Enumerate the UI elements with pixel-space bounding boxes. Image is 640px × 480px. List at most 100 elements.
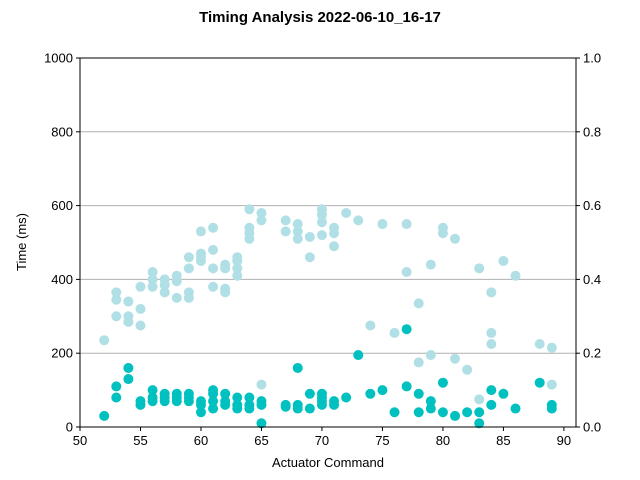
- data-point: [450, 410, 461, 421]
- data-point: [256, 418, 267, 429]
- data-point: [462, 364, 473, 375]
- data-point: [316, 399, 327, 410]
- data-point: [353, 215, 364, 226]
- y2-tick-label: 0.2: [583, 346, 601, 361]
- data-point: [425, 259, 436, 270]
- data-point: [546, 342, 557, 353]
- data-point: [208, 263, 219, 274]
- data-point: [365, 320, 376, 331]
- data-point: [329, 228, 340, 239]
- data-point: [280, 215, 291, 226]
- x-tick-label: 75: [375, 433, 389, 448]
- data-point: [135, 399, 146, 410]
- points-layer: [99, 204, 557, 429]
- data-point: [256, 399, 267, 410]
- data-point: [232, 255, 243, 266]
- data-point: [450, 233, 461, 244]
- data-point: [220, 388, 231, 399]
- data-point: [474, 418, 485, 429]
- data-point: [292, 403, 303, 414]
- data-point: [304, 388, 315, 399]
- data-point: [510, 270, 521, 281]
- x-tick-label: 90: [557, 433, 571, 448]
- y-tick-label: 0: [66, 420, 73, 435]
- data-point: [413, 388, 424, 399]
- data-point: [474, 263, 485, 274]
- data-point: [111, 381, 122, 392]
- data-point: [159, 287, 170, 298]
- data-point: [147, 267, 158, 278]
- data-point: [171, 396, 182, 407]
- data-point: [135, 303, 146, 314]
- data-point: [208, 281, 219, 292]
- data-point: [425, 350, 436, 361]
- data-point: [401, 324, 412, 335]
- data-point: [450, 353, 461, 364]
- data-point: [292, 362, 303, 373]
- data-point: [474, 394, 485, 405]
- data-point: [437, 377, 448, 388]
- data-point: [208, 222, 219, 233]
- data-point: [99, 410, 110, 421]
- data-point: [413, 357, 424, 368]
- data-point: [280, 226, 291, 237]
- y2-tick-label: 0.6: [583, 198, 601, 213]
- data-point: [377, 219, 388, 230]
- data-point: [486, 327, 497, 338]
- data-point: [510, 403, 521, 414]
- data-point: [171, 276, 182, 287]
- y-tick-label: 1000: [44, 51, 73, 66]
- data-point: [546, 379, 557, 390]
- data-point: [353, 350, 364, 361]
- x-axis-label: Actuator Command: [272, 455, 384, 470]
- data-point: [462, 407, 473, 418]
- data-point: [208, 388, 219, 399]
- data-point: [111, 287, 122, 298]
- x-tick-label: 85: [496, 433, 510, 448]
- data-point: [232, 403, 243, 414]
- chart-title: Timing Analysis 2022-06-10_16-17: [199, 9, 441, 26]
- data-point: [183, 263, 194, 274]
- data-point: [316, 230, 327, 241]
- data-point: [244, 204, 255, 215]
- y2-tick-label: 0.0: [583, 420, 601, 435]
- data-point: [486, 338, 497, 349]
- data-point: [232, 263, 243, 274]
- y-tick-label: 600: [51, 198, 73, 213]
- data-point: [208, 403, 219, 414]
- data-point: [220, 399, 231, 410]
- data-point: [341, 207, 352, 218]
- series-1: [99, 204, 557, 405]
- data-point: [123, 296, 134, 307]
- data-point: [329, 241, 340, 252]
- data-point: [123, 362, 134, 373]
- data-point: [135, 281, 146, 292]
- data-point: [437, 228, 448, 239]
- data-point: [232, 270, 243, 281]
- data-point: [111, 294, 122, 305]
- data-point: [123, 374, 134, 385]
- data-point: [304, 231, 315, 242]
- data-point: [486, 399, 497, 410]
- data-point: [99, 335, 110, 346]
- data-point: [534, 377, 545, 388]
- data-point: [183, 396, 194, 407]
- data-point: [341, 392, 352, 403]
- data-point: [401, 267, 412, 278]
- data-point: [256, 207, 267, 218]
- ticks-layer: 0 200 400 600 800 1000 0.0 0.2 0.4 0.6 0.8 1.0 50 55 6…: [44, 51, 601, 449]
- data-point: [123, 316, 134, 327]
- data-point: [316, 209, 327, 220]
- data-point: [244, 233, 255, 244]
- data-point: [546, 403, 557, 414]
- x-tick-label: 70: [315, 433, 329, 448]
- data-point: [111, 311, 122, 322]
- data-point: [135, 320, 146, 331]
- data-point: [329, 399, 340, 410]
- data-point: [195, 255, 206, 266]
- y2-tick-label: 1.0: [583, 51, 601, 66]
- y-tick-label: 200: [51, 346, 73, 361]
- data-point: [413, 407, 424, 418]
- data-point: [389, 407, 400, 418]
- data-point: [304, 403, 315, 414]
